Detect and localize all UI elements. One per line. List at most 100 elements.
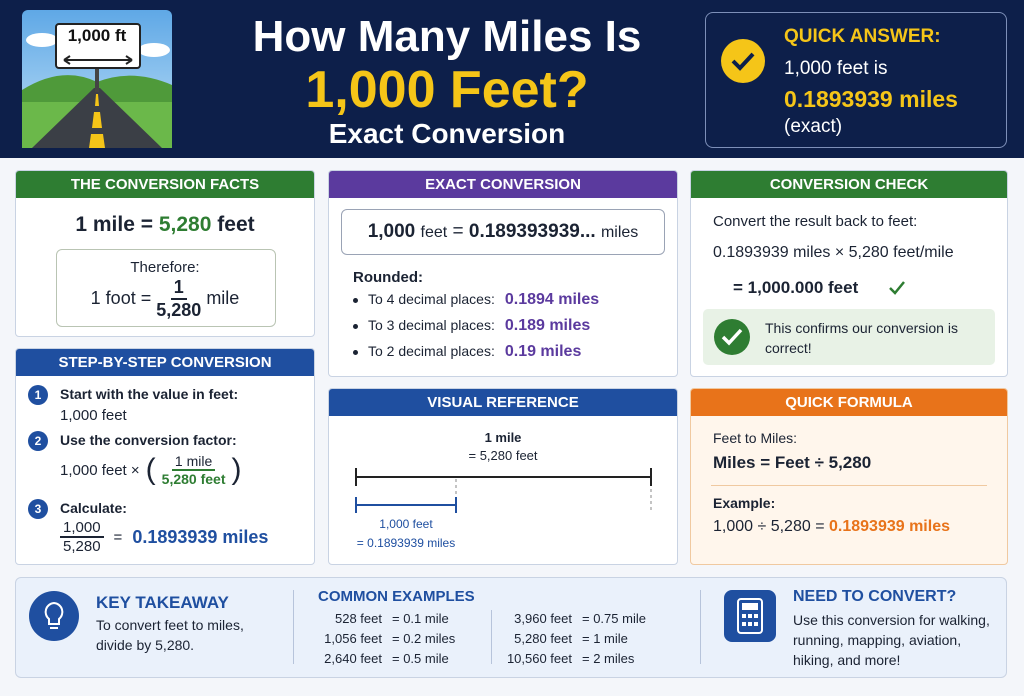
example-label: Example:	[713, 495, 776, 511]
title-line1: How Many Miles Is	[252, 12, 642, 61]
divider	[491, 610, 492, 664]
element	[754, 614, 758, 618]
formula-card: QUICK FORMULA Feet to Miles: Miles = Fee…	[690, 388, 1008, 565]
step-number: 2	[28, 431, 48, 451]
element	[95, 58, 99, 92]
mile-equation: 1 mile = 5,280 feet	[16, 213, 314, 237]
step-title: Start with the value in feet:	[60, 386, 239, 402]
element	[742, 603, 758, 610]
card-title: EXACT CONVERSION	[329, 171, 677, 198]
rounded-label: To 4 decimal places:	[368, 291, 495, 307]
feet-sub: = 0.1893939 miles	[356, 536, 456, 550]
element	[138, 43, 170, 57]
element	[742, 622, 746, 626]
check-result: = 1,000.000 feet	[733, 278, 859, 297]
text: =	[452, 221, 464, 242]
exact-equation: 1,000 feet = 0.189393939... miles	[341, 209, 665, 255]
value: 5,280	[158, 213, 212, 236]
text: 1,000	[367, 221, 416, 242]
value: 0.189393939...	[468, 221, 596, 242]
feet-label: 1,000 feet	[379, 517, 433, 531]
denominator: 5,280	[63, 538, 101, 555]
example-feet: 1,056 feet	[324, 631, 382, 646]
unit: mile	[206, 287, 240, 308]
bullet	[353, 323, 358, 329]
unit: feet	[217, 213, 255, 236]
facts-card: THE CONVERSION FACTS 1 mile = 5,280 feet…	[15, 170, 315, 337]
quick-answer-box	[705, 12, 1007, 148]
rounded-value: 0.19 miles	[504, 343, 582, 360]
exact-card: EXACT CONVERSION 1,000 feet = 0.18939393…	[328, 170, 678, 377]
subtitle: Exact Conversion	[328, 118, 566, 149]
confirm-box	[703, 309, 995, 365]
bullet	[353, 297, 358, 303]
element	[714, 319, 750, 355]
element	[721, 328, 743, 346]
divider	[711, 485, 987, 486]
sign-label: 1,000 ft	[67, 26, 127, 45]
element	[55, 23, 141, 69]
rounded-item: To 3 decimal places: 0.189 miles	[353, 317, 590, 335]
element	[29, 591, 79, 641]
example-miles: = 0.75 mile	[582, 611, 646, 626]
text: 1 mile =	[75, 213, 154, 236]
footer	[15, 577, 1007, 678]
step-title: Use the conversion factor:	[60, 432, 237, 448]
element	[26, 33, 58, 47]
element: 1 5,280	[156, 277, 201, 321]
card-title: QUICK FORMULA	[691, 389, 1007, 416]
mile-label: 1 mile	[484, 430, 522, 445]
road-illustration	[22, 10, 172, 148]
mile-sub: = 5,280 feet	[468, 448, 538, 463]
rounded-value: 0.1894 miles	[504, 291, 600, 308]
quick-answer-label: QUICK ANSWER:	[784, 26, 941, 47]
quick-answer-note: (exact)	[784, 116, 843, 137]
scale-diagram	[355, 468, 652, 513]
text: 1 foot =	[90, 287, 152, 308]
card-title: STEP-BY-STEP CONVERSION	[16, 349, 314, 376]
element	[754, 622, 758, 626]
element	[44, 601, 64, 625]
result: 0.1893939 miles	[829, 518, 950, 535]
denominator: 5,280 feet	[161, 471, 226, 487]
element	[731, 52, 755, 71]
check-icon	[721, 39, 765, 83]
denominator: 5,280	[156, 300, 202, 320]
step-title: Calculate:	[60, 500, 127, 516]
rounded-label: To 2 decimal places:	[368, 343, 495, 359]
unit: miles	[600, 224, 639, 241]
example-miles: = 0.5 mile	[392, 651, 449, 666]
need-title: NEED TO CONVERT?	[793, 588, 957, 605]
need-text: Use this conversion for walking, running…	[793, 612, 990, 668]
takeaway-text: To convert feet to miles, divide by 5,28…	[96, 617, 244, 653]
rounded-item: To 2 decimal places: 0.19 miles	[353, 343, 581, 361]
text: 1,000 feet ×	[60, 461, 140, 479]
example-feet: 5,280 feet	[514, 631, 572, 646]
confirm-text: This confirms our conversion is correct!	[765, 320, 958, 356]
step-body: 1,000 feet	[60, 407, 127, 424]
example-miles: = 0.2 miles	[392, 631, 456, 646]
rounded-label: To 3 decimal places:	[368, 317, 495, 333]
element	[889, 281, 905, 295]
title-line2: 1,000 Feet?	[305, 61, 589, 119]
rounded-value: 0.189 miles	[504, 317, 591, 334]
rounded-item: To 4 decimal places: 0.1894 miles	[353, 291, 599, 309]
text: 1,000 ÷ 5,280 =	[713, 518, 825, 535]
element	[748, 622, 752, 626]
element	[748, 614, 752, 618]
example-feet: 10,560 feet	[506, 651, 572, 666]
bulb-icon	[29, 591, 79, 641]
unit: feet	[420, 224, 448, 241]
card-title: THE CONVERSION FACTS	[16, 171, 314, 198]
rounded-label: Rounded:	[353, 269, 423, 286]
example-feet: 3,960 feet	[514, 611, 572, 626]
step-factor: 1,000 feet × (1 mile 5,280 feet)	[60, 453, 241, 487]
element	[742, 614, 758, 626]
takeaway-title: KEY TAKEAWAY	[96, 593, 229, 612]
result: 0.1893939 miles	[132, 526, 269, 547]
card-title: CONVERSION CHECK	[691, 171, 1007, 198]
check-line: 0.1893939 miles × 5,280 feet/mile	[713, 244, 954, 261]
numerator: 1 mile	[171, 453, 216, 471]
text: =	[113, 528, 123, 546]
